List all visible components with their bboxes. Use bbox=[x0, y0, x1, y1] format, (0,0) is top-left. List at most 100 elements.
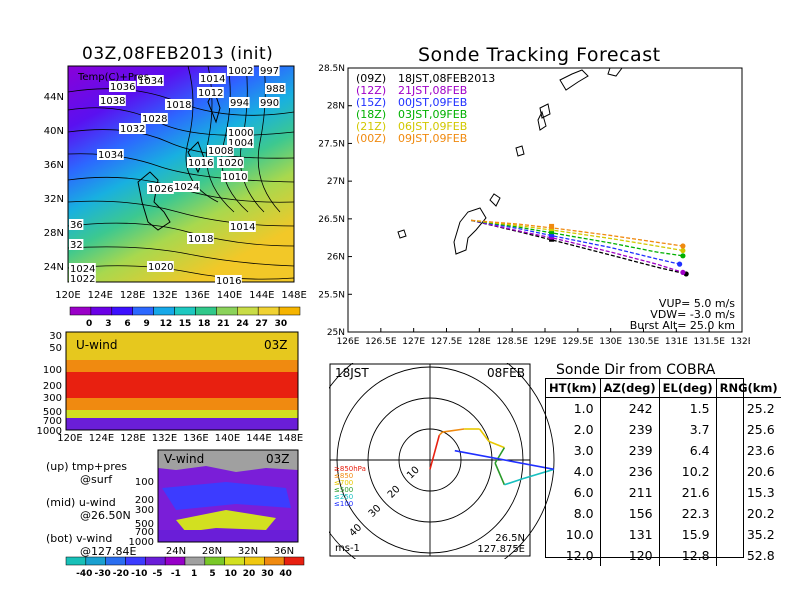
u-wind-x-tick: 136E bbox=[183, 433, 208, 442]
table-cell: 20.6 bbox=[715, 461, 781, 482]
y-tick-label: 27N bbox=[327, 177, 345, 187]
pressure-label: 1014 bbox=[199, 73, 226, 85]
pressure-label: 994 bbox=[229, 97, 250, 109]
note-bot: (bot) v-wind @127.84E bbox=[46, 532, 137, 558]
table-cell: 35.2 bbox=[715, 524, 781, 545]
table-cell: 15.9 bbox=[658, 524, 717, 545]
table-cell: 52.8 bbox=[715, 545, 781, 566]
table-cell: 1.0 bbox=[573, 401, 594, 416]
colorbar-label: -20 bbox=[113, 569, 129, 579]
table-title: Sonde Dir from COBRA bbox=[556, 362, 716, 378]
u-wind-x-tick: 144E bbox=[246, 433, 271, 442]
colorbar-cell bbox=[85, 556, 106, 566]
pressure-label-text: 988 bbox=[266, 84, 285, 95]
table-cell: 12.8 bbox=[658, 545, 717, 566]
colorbar-cell bbox=[105, 556, 126, 566]
map-lat-tick: 40N bbox=[44, 126, 64, 137]
colorbar-cell bbox=[90, 306, 113, 316]
colorbar-cell bbox=[264, 556, 285, 566]
v-wind-x-tick: 24N bbox=[166, 546, 186, 557]
table-cell: 236 bbox=[599, 461, 660, 482]
pressure-label-text: 1036 bbox=[110, 82, 135, 93]
map-lon-tick: 140E bbox=[217, 290, 242, 301]
table-cell: 8.0 bbox=[573, 506, 594, 521]
map-lat-tick: 24N bbox=[44, 262, 64, 273]
colorbar-label: 1 bbox=[191, 569, 197, 579]
map-subtitle: Temp(C)+Pres bbox=[77, 72, 149, 83]
y-tick-label: 25N bbox=[327, 328, 345, 338]
colorbar-cell bbox=[184, 556, 206, 566]
map-lon-tick: 144E bbox=[249, 290, 274, 301]
map-lon-tick: 124E bbox=[88, 290, 113, 301]
colorbar-cell bbox=[145, 556, 166, 566]
hodo-date: 08FEB bbox=[487, 366, 525, 380]
v-wind-y-tick: 300 bbox=[135, 505, 154, 516]
colorbar-label: 6 bbox=[124, 319, 130, 328]
track-midpoint bbox=[549, 232, 555, 238]
hodo-segment bbox=[454, 449, 555, 471]
x-tick-label: 126E bbox=[337, 337, 360, 347]
hodo-lon: 127.875E bbox=[477, 544, 525, 555]
colorbar-label: 27 bbox=[255, 319, 268, 328]
x-tick-label: 127E bbox=[402, 337, 425, 347]
pressure-label: 997 bbox=[259, 65, 280, 77]
pressure-label: 1018 bbox=[165, 99, 192, 111]
table-row: 3.0 239 6.4 23.6 bbox=[546, 440, 781, 461]
pressure-label: 1002 bbox=[227, 65, 254, 77]
colorbar-cell bbox=[224, 556, 245, 566]
hodo-legend-item: ≤850 bbox=[334, 472, 353, 480]
pressure-label: 1014 bbox=[229, 221, 256, 233]
colorbar-cell bbox=[257, 306, 280, 316]
y-tick-label: 28N bbox=[327, 102, 345, 112]
map-lat-tick: 32N bbox=[44, 194, 64, 205]
v-wind-time: 03Z bbox=[266, 452, 290, 466]
table-cell: 3.0 bbox=[573, 443, 594, 458]
pressure-label-text: 36 bbox=[70, 220, 83, 231]
colorbar-label: -30 bbox=[94, 569, 110, 579]
u-wind-y-tick: 200 bbox=[43, 381, 62, 392]
legend-text: 00JST,09FEB bbox=[398, 96, 467, 109]
table-cell: 10.0 bbox=[565, 527, 594, 542]
pressure-label-text: 1024 bbox=[174, 182, 199, 193]
pressure-label-text: 994 bbox=[230, 98, 249, 109]
track-endpoint bbox=[680, 243, 686, 249]
colorbar-label: 30 bbox=[261, 569, 274, 579]
isobar bbox=[67, 129, 295, 159]
colorbar-cell bbox=[65, 556, 87, 566]
legend-code: (09Z) bbox=[356, 72, 386, 85]
pressure-label-text: 1034 bbox=[98, 150, 123, 161]
track-series-line bbox=[471, 219, 683, 247]
hodo-segment bbox=[438, 431, 443, 436]
table-row: 8.0 156 22.3 20.2 bbox=[546, 503, 781, 524]
table-cell: 3.7 bbox=[658, 419, 717, 440]
wind-colorbar: -40 -30 -20 -10 -5 -1 1 5 10 20 30 40 bbox=[65, 556, 305, 579]
colorbar-cell bbox=[283, 556, 305, 566]
colorbar-label: 12 bbox=[160, 319, 173, 328]
pressure-label-text: 1012 bbox=[198, 88, 223, 99]
pressure-label-text: 1020 bbox=[148, 262, 173, 273]
pressure-label-text: 1034 bbox=[138, 76, 163, 87]
pressure-label: 36 bbox=[69, 219, 84, 231]
temperature-colorbar: 0 3 6 9 12 15 18 21 24 27 30 bbox=[69, 306, 301, 328]
param-vdw: VDW= -3.0 m/s bbox=[650, 308, 735, 321]
u-wind-x-tick: 128E bbox=[120, 433, 145, 442]
pressure-label-text: 1020 bbox=[218, 158, 243, 169]
pressure-label-text: 1010 bbox=[222, 172, 247, 183]
table-cell: 6.4 bbox=[658, 440, 717, 461]
pressure-label-text: 1014 bbox=[230, 222, 255, 233]
pressure-label: 1012 bbox=[197, 87, 224, 99]
coastlines bbox=[397, 67, 623, 255]
colorbar-label: 40 bbox=[279, 569, 292, 579]
hodo-legend-item: ≤500 bbox=[334, 486, 353, 494]
x-tick-label: 130E bbox=[599, 337, 622, 347]
map-lat-tick: 36N bbox=[44, 160, 64, 171]
u-wind-y-tick: 50 bbox=[49, 343, 62, 354]
hodo-units: ms-1 bbox=[335, 543, 360, 554]
table-cell: 1.5 bbox=[658, 397, 717, 419]
legend-code: (15Z) bbox=[356, 96, 386, 109]
x-tick-label: 128.5E bbox=[496, 337, 528, 347]
table-cell: 4.0 bbox=[573, 464, 594, 479]
colorbar-cell bbox=[204, 556, 225, 566]
colorbar-label: -5 bbox=[153, 569, 163, 579]
